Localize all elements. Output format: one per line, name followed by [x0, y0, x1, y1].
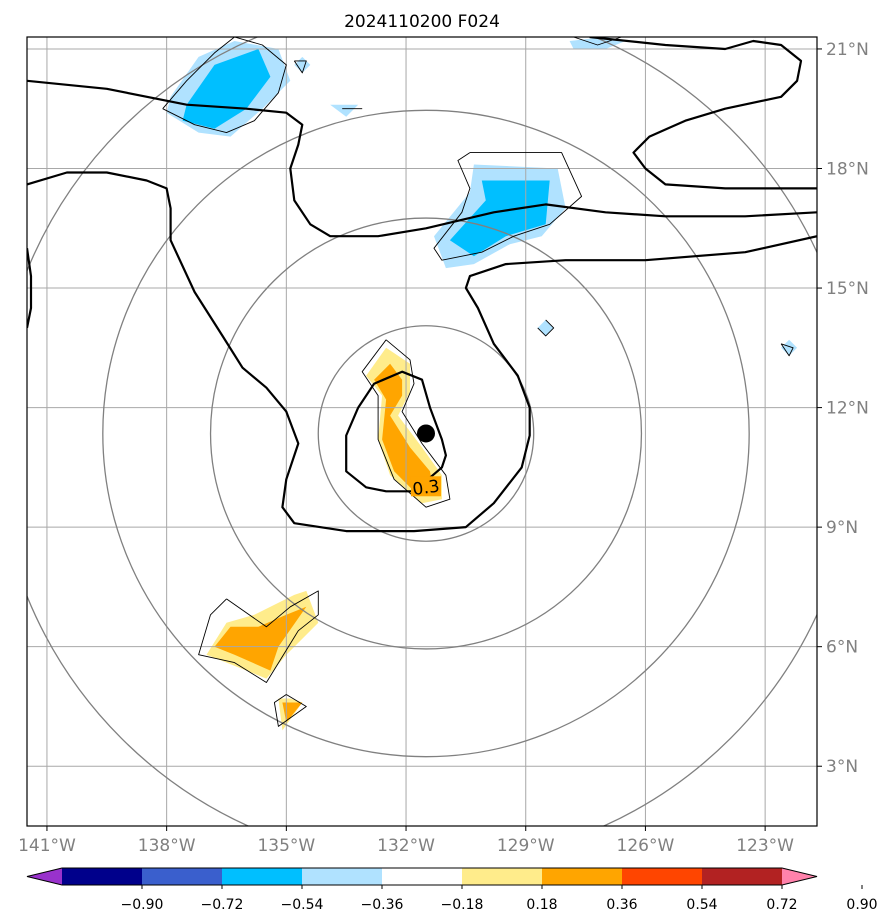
thin-contour: [361, 339, 451, 508]
colorbar-swatch: [622, 868, 703, 885]
colorbar-outline: [26, 867, 818, 886]
colorbar-swatch: [222, 868, 303, 885]
axis-ticks: 141°W 138°W 135°W 132°W 129°W 126°W 123°W 3°N 6°…: [18, 40, 869, 856]
thick-contour: [27, 248, 33, 329]
fill-region: [374, 363, 434, 496]
center-marker-layer: [416, 424, 435, 443]
gridlines: [27, 37, 817, 826]
thin-contour: [537, 319, 555, 337]
thick-contour: [589, 37, 817, 190]
thick-contour: [27, 79, 817, 238]
x-tick-label: 129°W: [497, 836, 555, 856]
y-tick-label: 9°N: [826, 518, 858, 538]
colorbar-swatch: [302, 868, 383, 885]
thin-contours: [162, 37, 794, 727]
colorbar-extend-high: [782, 868, 817, 885]
x-tick-label: 123°W: [736, 836, 794, 856]
chart-title: 2024110200 F024: [344, 12, 500, 32]
thin-contour: [780, 343, 794, 357]
colorbar-tick-label: 0.54: [686, 897, 717, 913]
fill-region: [449, 180, 550, 257]
colorbar: −0.90 −0.72 −0.54 −0.36 −0.18 0.18 0.36 0.54 0.7…: [26, 867, 878, 913]
thin-contour: [433, 152, 583, 261]
colorbar-tick-label: 0.72: [766, 897, 797, 913]
thin-contour: [162, 37, 287, 134]
x-tick-label: 126°W: [617, 836, 675, 856]
colorbar-tick-label: 0.18: [526, 897, 557, 913]
y-tick-label: 15°N: [826, 279, 869, 299]
colorbar-tick-label: 0.90: [846, 897, 877, 913]
colorbar-extend-low: [27, 868, 62, 885]
colorbar-swatch: [142, 868, 223, 885]
colorbar-tick-label: −0.36: [361, 897, 404, 913]
y-tick-label: 6°N: [826, 638, 858, 658]
colorbar-swatch: [542, 868, 623, 885]
thin-contour: [198, 590, 319, 683]
colorbar-swatch: [462, 868, 543, 885]
colorbar-tick-label: −0.90: [121, 897, 164, 913]
x-tick-label: 141°W: [18, 836, 76, 856]
contour-label: 0.3: [411, 476, 441, 500]
y-tick-label: 21°N: [826, 40, 869, 60]
x-tick-label: 138°W: [138, 836, 196, 856]
map-frame: [26, 36, 818, 827]
fill-region: [330, 104, 359, 117]
y-tick-label: 12°N: [826, 399, 869, 419]
fill-region: [182, 49, 271, 129]
x-tick-label: 135°W: [257, 836, 315, 856]
range-ring: [317, 325, 535, 542]
thin-contour: [273, 694, 307, 727]
fill-region: [214, 606, 307, 671]
colorbar-tick-label: 0.36: [606, 897, 637, 913]
thick-contours: 0.3: [27, 37, 817, 533]
fill-region: [282, 702, 303, 723]
range-rings: [27, 37, 817, 826]
colorbar-tick-label: −0.54: [281, 897, 324, 913]
colorbar-tick-label: −0.72: [201, 897, 244, 913]
x-tick-label: 132°W: [377, 836, 435, 856]
y-tick-label: 18°N: [826, 160, 869, 180]
y-tick-label: 3°N: [826, 757, 858, 777]
range-ring: [102, 109, 750, 758]
colorbar-swatch: [62, 868, 143, 885]
thin-contour: [293, 60, 307, 74]
contour-label-bg: [410, 476, 441, 497]
range-ring: [209, 217, 643, 650]
colorbar-swatch: [382, 868, 463, 885]
fill-region: [781, 339, 798, 356]
thick-contour: [345, 370, 447, 493]
colorbar-swatch: [702, 868, 783, 885]
thick-contour: [27, 171, 817, 533]
colorbar-tick-label: −0.18: [441, 897, 484, 913]
storm-center-marker: [416, 424, 435, 443]
